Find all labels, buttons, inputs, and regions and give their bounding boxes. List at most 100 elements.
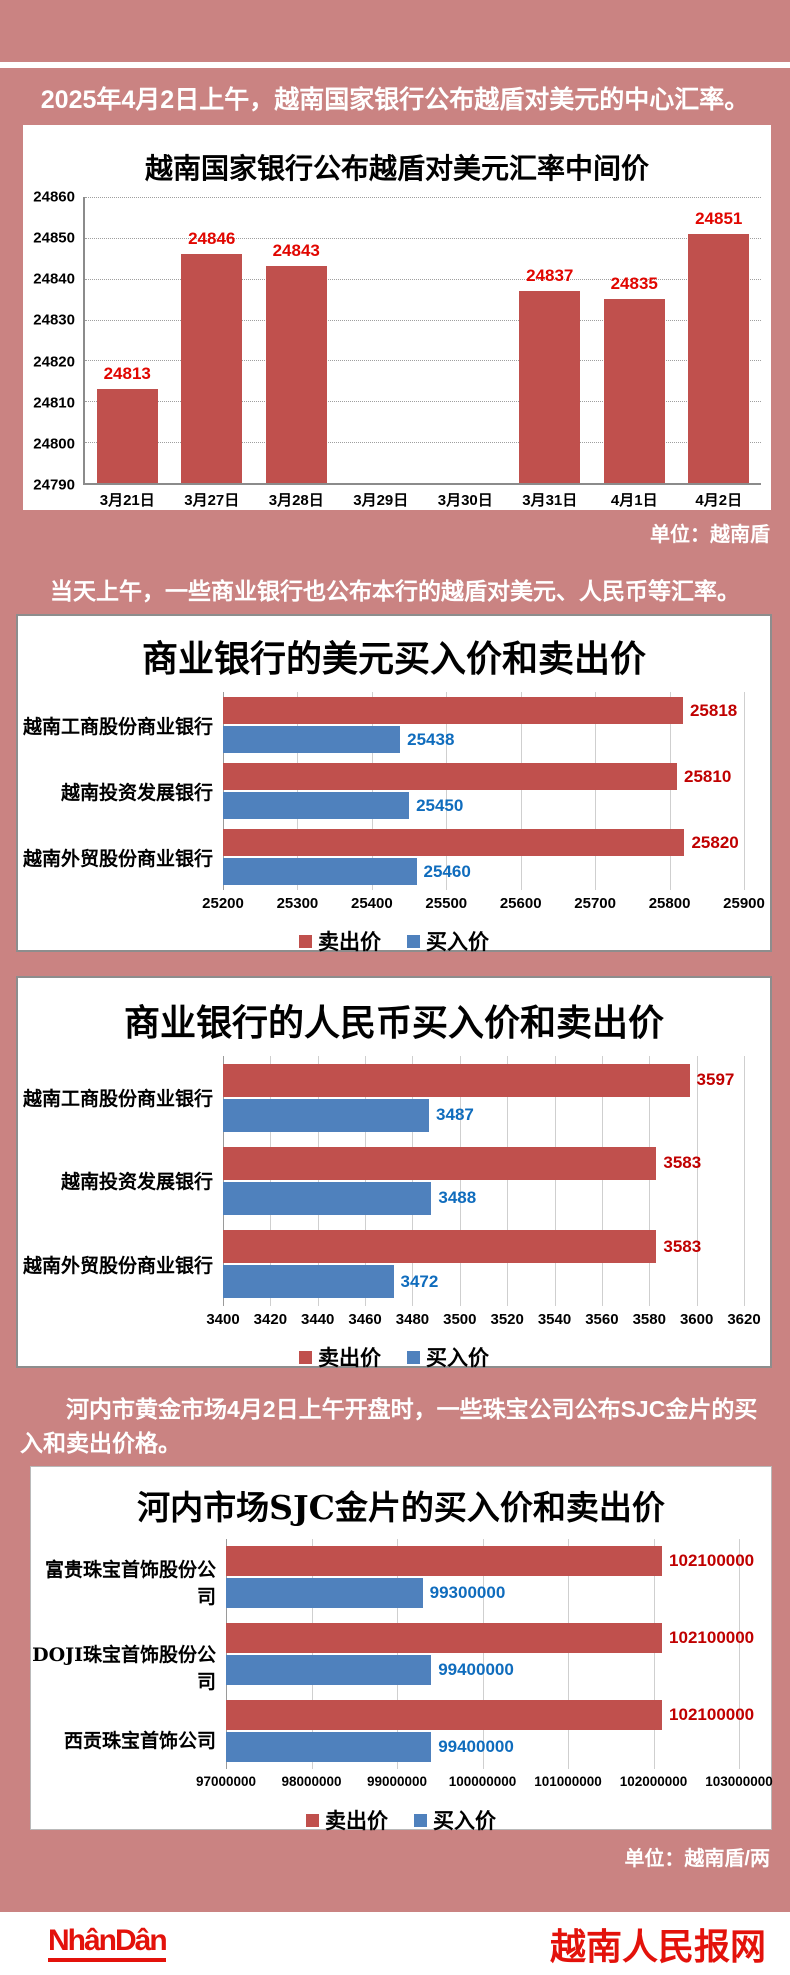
value-label: 102100000 <box>669 1627 755 1647</box>
gridline <box>85 442 761 444</box>
value-label: 25810 <box>684 766 732 786</box>
x-tick-label: 25800 <box>648 895 691 912</box>
x-tick-label: 3月27日 <box>184 492 240 509</box>
legend-label: 买入价 <box>433 1808 496 1833</box>
x-tick-label: 103000000 <box>705 1774 773 1789</box>
value-label: 24843 <box>272 241 320 261</box>
bar-slot: 24851 <box>677 197 762 483</box>
bar-slot <box>339 197 424 483</box>
value-label: 3597 <box>696 1070 735 1090</box>
gridline <box>365 1056 367 1306</box>
legend-item: 买入价 <box>407 926 489 956</box>
x-tick-label: 3月28日 <box>268 492 324 509</box>
legend-item: 卖出价 <box>299 926 381 956</box>
bar: 24846 <box>181 229 243 483</box>
y-axis: 24790 24800 24810 24820 24830 24840 24850 24860 <box>31 189 83 494</box>
bar: 24851 <box>688 209 750 483</box>
x-tick-label: 102000000 <box>619 1774 688 1789</box>
footer: NhânDân 越南人民报网 <box>0 1912 790 1975</box>
gridline <box>85 319 761 321</box>
bar <box>226 1578 423 1609</box>
bars-layer: 24813 24846 24843 24837 24835 24851 <box>85 197 761 483</box>
gridline <box>85 197 761 198</box>
x-tick-label: 4月2日 <box>695 492 743 509</box>
gridline <box>669 692 671 890</box>
plot-area: 24790 24800 24810 24820 24830 24840 24850 24860… <box>31 189 761 494</box>
gridline <box>520 692 522 890</box>
x-tick-label: 3620 <box>727 1311 761 1328</box>
x-tick-label: 99000000 <box>366 1774 428 1789</box>
x-tick-label: 3580 <box>632 1311 666 1328</box>
y-tick-label: 24800 <box>33 435 75 453</box>
legend-swatch <box>414 1813 427 1827</box>
bar-group: 102100000 99300000 <box>226 1546 754 1609</box>
x-tick-label: 25300 <box>276 895 319 912</box>
category-label: 越南外贸股份商业银行 <box>22 847 213 870</box>
legend-label: 卖出价 <box>325 1808 388 1833</box>
category-labels: 越南工商股份商业银行 越南投资发展银行 越南外贸股份商业银行 <box>18 1056 223 1306</box>
legend: 卖出价 买入价 <box>31 1805 771 1835</box>
bar-group: 25810 25450 <box>223 763 744 819</box>
legend-label: 买入价 <box>426 929 489 954</box>
chart-title: 河内市场SJC金片的买入价和卖出价 <box>137 1488 665 1527</box>
x-tick-label: 3520 <box>490 1311 524 1328</box>
legend: 卖出价 买入价 <box>18 1342 770 1372</box>
x-tick-label: 25400 <box>350 895 393 912</box>
legend-swatch <box>299 1350 312 1364</box>
intro-text-gold-market: 河内市黄金市场4月2日上午开盘时，一些珠宝公司公布SJC金片的买入和卖出价格。 <box>20 1396 758 1456</box>
bar-wrap: 99300000 <box>226 1578 739 1609</box>
category-label: 越南工商股份商业银行 <box>22 715 213 738</box>
bar-wrap: 3583 <box>223 1146 744 1180</box>
value-label: 102100000 <box>669 1551 755 1571</box>
x-tick-label: 100000000 <box>448 1774 517 1789</box>
legend-label: 卖出价 <box>318 929 381 954</box>
x-tick-label: 25600 <box>499 895 542 912</box>
y-tick-label: 24850 <box>33 229 75 247</box>
value-label: 25460 <box>423 861 471 881</box>
plot-area: 富贵珠宝首饰股份公司 DOJI珠宝首饰股份公司 西贡珠宝首饰公司 102100000… <box>31 1539 771 1769</box>
bar-group: 102100000 99400000 <box>226 1699 754 1762</box>
value-label: 24851 <box>695 208 743 228</box>
bar-wrap: 3472 <box>223 1265 744 1299</box>
intro-text-central-rate: 2025年4月2日上午，越南国家银行公布越盾对美元的中心汇率。 <box>40 86 750 114</box>
legend-label: 卖出价 <box>318 1345 381 1370</box>
gridline <box>739 1539 740 1769</box>
legend-swatch <box>306 1813 319 1827</box>
bar-wrap: 102100000 <box>226 1546 754 1577</box>
x-tick-label: 3月30日 <box>437 492 493 509</box>
category-label: DOJI珠宝首饰股份公司 <box>32 1644 216 1694</box>
x-tick-label: 3月21日 <box>99 492 155 509</box>
gridline <box>601 1056 603 1306</box>
bar-wrap: 3597 <box>223 1063 744 1097</box>
legend-swatch <box>407 1350 420 1364</box>
x-tick-label: 3月29日 <box>353 492 409 509</box>
bar-group: 25818 25438 <box>223 697 744 753</box>
gridline <box>226 1539 227 1769</box>
bar <box>223 1146 657 1180</box>
bar <box>226 1699 663 1730</box>
value-label: 25450 <box>416 795 464 815</box>
bar-wrap: 102100000 <box>226 1699 754 1730</box>
x-axis-ticks: 25200 25300 25400 25500 25600 25700 25800 25900 <box>202 895 765 917</box>
bar <box>223 858 417 885</box>
x-axis: 25200 25300 25400 25500 25600 25700 25800 25900 <box>18 895 770 917</box>
category-labels: 越南工商股份商业银行 越南投资发展银行 越南外贸股份商业银行 <box>18 692 223 890</box>
cny-rates-chart: 商业银行的人民币买入价和卖出价 越南工商股份商业银行 越南投资发展银行 越南外贸股份… <box>16 976 772 1370</box>
unit-label-dong-per-tael: 单位：越南盾/两 <box>624 1848 770 1870</box>
usd-rates-chart: 商业银行的美元买入价和卖出价 越南工商股份商业银行 越南投资发展银行 越南外贸股份商… <box>16 614 772 954</box>
central-rate-chart: 越南国家银行公布越盾对美元汇率中间价 24790 24800 24810 24820 2… <box>23 125 771 510</box>
x-tick-label: 3440 <box>301 1311 335 1328</box>
gridline <box>85 360 761 362</box>
y-tick-label: 24860 <box>33 188 75 206</box>
bar <box>223 1098 430 1132</box>
gridline <box>371 692 373 890</box>
bars-layer: 3597 3487 3583 3488 3583 3472 <box>223 1056 744 1306</box>
bar-wrap: 25818 <box>223 697 744 724</box>
top-divider-stripe <box>0 62 790 68</box>
bars-layer: 102100000 99300000 102100000 99400000 102100… <box>226 1539 754 1769</box>
bar <box>226 1546 663 1577</box>
x-tick-label: 98000000 <box>281 1774 342 1789</box>
x-axis: 3400 3420 3440 3460 3480 3500 3520 3540 3560 3580… <box>18 1311 770 1333</box>
y-tick-label: 24820 <box>33 353 75 371</box>
